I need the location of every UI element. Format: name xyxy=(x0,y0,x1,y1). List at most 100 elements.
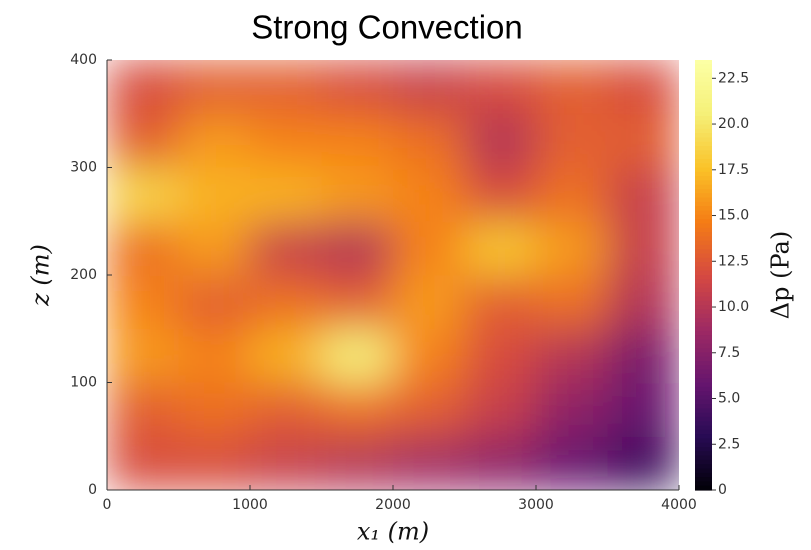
heatmap-cell xyxy=(178,113,251,168)
y-axis-label: z (m) xyxy=(27,244,55,307)
x-tick-label: 0 xyxy=(103,497,112,513)
heatmap-cell xyxy=(464,60,537,115)
heatmap-cell xyxy=(607,113,679,168)
colorbar-swatch xyxy=(695,72,712,78)
heatmap-cell xyxy=(250,60,322,115)
x-tick-label: 3000 xyxy=(518,497,554,513)
heatmap-cell xyxy=(393,275,465,330)
colorbar-swatch xyxy=(695,356,712,362)
heatmap-cell xyxy=(607,382,679,437)
colorbar-swatch xyxy=(695,240,712,246)
colorbar-swatch xyxy=(695,438,712,444)
heatmap-cell xyxy=(393,113,465,168)
colorbar-tick-label: 10.0 xyxy=(718,299,749,315)
heatmap-cell xyxy=(393,221,465,276)
colorbar-tick-label: 20.0 xyxy=(718,116,749,132)
colorbar-swatch xyxy=(695,94,712,100)
heatmap-cell xyxy=(178,436,251,490)
colorbar-swatch xyxy=(695,60,712,65)
colorbar-swatch xyxy=(695,184,712,190)
colorbar-swatch xyxy=(695,283,712,289)
colorbar-swatch xyxy=(695,137,712,143)
colorbar-swatch xyxy=(695,77,712,83)
colorbar-swatch xyxy=(695,404,712,409)
colorbar-swatch xyxy=(695,189,712,194)
colorbar-swatch xyxy=(695,365,712,371)
heatmap-cell xyxy=(607,60,679,115)
colorbar-swatch xyxy=(695,429,712,435)
heatmap-cell xyxy=(178,221,251,276)
colorbar-swatch xyxy=(695,386,712,392)
heatmap-cell xyxy=(393,382,465,437)
heatmap-cell xyxy=(393,60,465,115)
colorbar-swatch xyxy=(695,124,712,130)
heatmap-cell xyxy=(321,60,394,115)
colorbar-swatch xyxy=(695,128,712,134)
colorbar-swatch xyxy=(695,171,712,177)
colorbar-swatch xyxy=(695,219,712,224)
colorbar-swatch xyxy=(695,326,712,332)
colorbar-swatch xyxy=(695,210,712,216)
colorbar-swatch xyxy=(695,395,712,401)
heatmap-cell xyxy=(536,275,608,330)
colorbar-swatch xyxy=(695,103,712,108)
heatmap-cell xyxy=(321,167,394,222)
colorbar-swatch xyxy=(695,85,712,91)
colorbar-swatch xyxy=(695,167,712,173)
heatmap-cell xyxy=(321,275,394,330)
colorbar-swatch xyxy=(695,309,712,315)
colorbar-swatch xyxy=(695,421,712,427)
colorbar-swatch xyxy=(695,468,712,474)
heatmap-cell xyxy=(178,382,251,437)
heatmap-cell xyxy=(393,436,465,490)
heatmap xyxy=(107,60,679,490)
heatmap-cell xyxy=(250,167,322,222)
heatmap-cell xyxy=(536,113,608,168)
heatmap-cell xyxy=(107,221,179,276)
colorbar-swatch xyxy=(695,451,712,457)
heatmap-cell xyxy=(607,167,679,222)
colorbar-swatch xyxy=(695,163,712,169)
heatmap-cell xyxy=(321,113,394,168)
colorbar-swatch xyxy=(695,292,712,298)
colorbar-swatch xyxy=(695,464,712,470)
heatmap-cell xyxy=(536,382,608,437)
colorbar-swatch xyxy=(695,318,712,323)
colorbar-swatch xyxy=(695,275,712,280)
heatmap-cell xyxy=(250,113,322,168)
colorbar-tick-label: 12.5 xyxy=(718,253,749,269)
x-tick-label: 4000 xyxy=(661,497,697,513)
colorbar-tick-label: 17.5 xyxy=(718,162,749,178)
x-tick-label: 2000 xyxy=(375,497,411,513)
colorbar-swatch xyxy=(695,369,712,375)
heatmap-cell xyxy=(464,382,537,437)
colorbar-swatch xyxy=(695,313,712,319)
heatmap-cell xyxy=(250,382,322,437)
colorbar-swatch xyxy=(695,236,712,242)
colorbar-swatch xyxy=(695,455,712,461)
heatmap-cell xyxy=(178,328,251,383)
y-tick-label: 300 xyxy=(70,160,97,176)
heatmap-cell xyxy=(536,436,608,490)
x-axis-label: x₁ (m) xyxy=(357,518,429,546)
colorbar-swatch xyxy=(695,335,712,341)
colorbar-swatch xyxy=(695,330,712,336)
colorbar-swatch xyxy=(695,146,712,151)
colorbar-swatch xyxy=(695,68,712,74)
heatmap-cell xyxy=(321,436,394,490)
colorbar-swatch xyxy=(695,481,712,487)
colorbar-tick-label: 7.5 xyxy=(718,345,740,361)
heatmap-cell xyxy=(536,167,608,222)
heatmap-cell xyxy=(250,275,322,330)
colorbar-swatch xyxy=(695,447,712,452)
colorbar-swatch xyxy=(695,115,712,121)
heatmap-cell xyxy=(107,328,179,383)
y-tick-label: 200 xyxy=(70,267,97,283)
colorbar-swatch xyxy=(695,296,712,302)
heatmap-cell xyxy=(607,436,679,490)
colorbar-swatch xyxy=(695,270,712,276)
heatmap-cell xyxy=(607,328,679,383)
colorbar-swatch xyxy=(695,193,712,199)
colorbar-swatch xyxy=(695,64,712,70)
colorbar-swatch xyxy=(695,98,712,104)
